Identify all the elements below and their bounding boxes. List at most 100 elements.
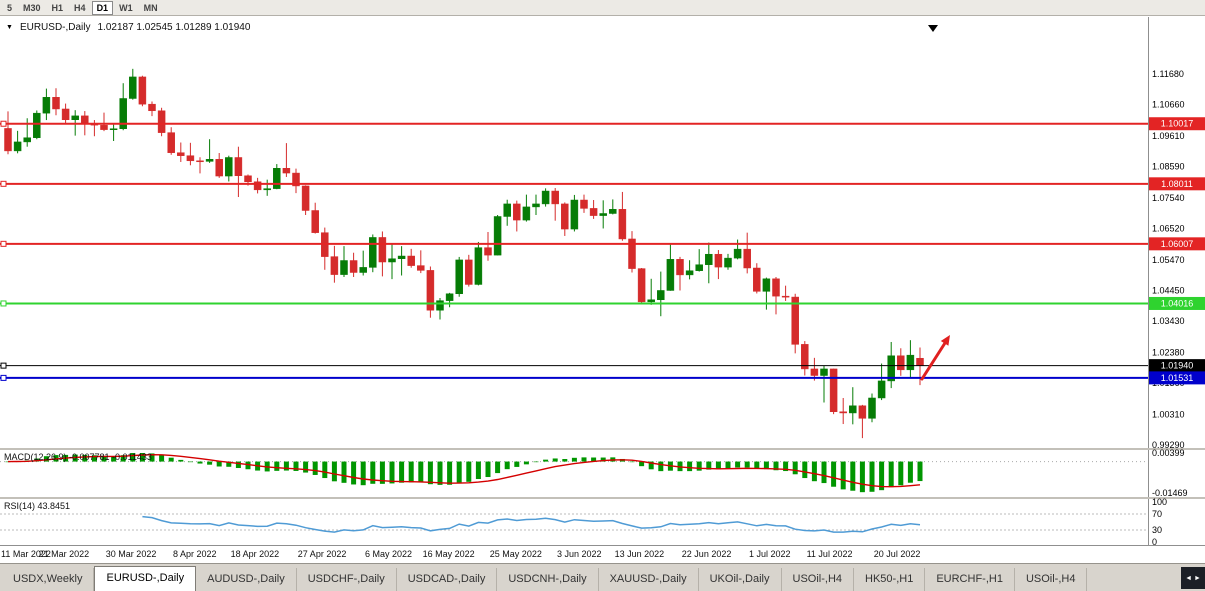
candle [522, 194, 531, 222]
candle [234, 146, 243, 198]
price-badge: 1.08011 [1149, 177, 1205, 191]
candle [887, 341, 895, 389]
timeframe-button-5[interactable]: 5 [7, 2, 13, 13]
time-axis-label: 22 Jun 2022 [681, 549, 732, 559]
timeframe-button-h1[interactable]: H1 [51, 2, 64, 13]
chart-tab-eurchf-h1[interactable]: EURCHF-,H1 [925, 568, 1015, 591]
tab-label: EURUSD-,Daily [106, 572, 185, 584]
chart-tab-usdx-weekly[interactable]: USDX,Weekly [2, 568, 95, 591]
timeframe-button-h4[interactable]: H4 [74, 2, 86, 13]
timeframe-button-mn[interactable]: MN [143, 2, 158, 13]
time-axis-label: 27 Apr 2022 [297, 549, 347, 559]
candle [599, 200, 607, 229]
chart-tab-xauusd-daily[interactable]: XAUUSD-,Daily [599, 568, 699, 591]
candle [148, 101, 156, 117]
candle [4, 111, 12, 155]
candle [23, 118, 31, 147]
candle [551, 188, 559, 221]
candle [186, 142, 195, 166]
ohlc-values: 1.02187 1.02545 1.01289 1.01940 [97, 22, 251, 33]
candle [167, 127, 175, 155]
chart-tab-usoil-h4[interactable]: USOil-,H4 [782, 568, 855, 591]
line-handle[interactable] [0, 374, 7, 381]
price-axis-label: 1.11680 [1152, 69, 1184, 79]
rsi-panel[interactable] [0, 513, 1148, 533]
time-axis-label: 13 Jun 2022 [614, 549, 665, 559]
rsi-axis-label: 30 [1152, 525, 1162, 535]
price-axis-label: 1.04450 [1152, 285, 1185, 295]
candle [532, 194, 540, 215]
panel-separator[interactable] [0, 497, 1205, 499]
chart-tab-usdchf-daily[interactable]: USDCHF-,Daily [297, 568, 397, 591]
candle [292, 168, 300, 194]
candle [109, 124, 118, 142]
price-chart-canvas[interactable]: 1.11680 1.10660 1.09610 1.08590 1.07540 1.065… [0, 17, 1205, 546]
tab-scroll-left-icon[interactable]: ◄ [1185, 574, 1192, 582]
line-handle[interactable] [0, 240, 7, 247]
chart-tab-eurusd-daily[interactable]: EURUSD-,Daily [94, 566, 197, 591]
tab-label: USDX,Weekly [13, 573, 83, 585]
line-handle[interactable] [0, 180, 7, 187]
candle [753, 263, 761, 294]
candle [90, 120, 99, 137]
chart-tab-usdcad-daily[interactable]: USDCAD-,Daily [397, 568, 498, 591]
candle [205, 139, 214, 163]
trend-arrow-shaft [920, 341, 947, 381]
candle [369, 234, 377, 273]
rsi-label: RSI(14) 43.8451 [4, 501, 71, 511]
candle [225, 155, 233, 182]
chart-tab-usdcnh-daily[interactable]: USDCNH-,Daily [497, 568, 599, 591]
time-axis-label: 11 Jul 2022 [806, 549, 853, 559]
candle [570, 194, 579, 232]
candle [810, 357, 819, 381]
timeframe-button-w1[interactable]: W1 [119, 2, 133, 13]
trend-arrow-annotation[interactable] [920, 335, 950, 381]
candle [426, 266, 435, 318]
candle [349, 252, 358, 277]
symbol-label: EURUSD-,Daily [19, 22, 91, 33]
symbol-dropdown-icon[interactable]: ▼ [6, 24, 13, 31]
candle [503, 199, 511, 226]
time-axis-label: 30 Mar 2022 [105, 549, 157, 559]
chart-tab-hk50-h1[interactable]: HK50-,H1 [854, 568, 926, 591]
tab-scroll-right-icon[interactable]: ► [1194, 574, 1201, 582]
chart-tab-ukoil-daily[interactable]: UKOil-,Daily [699, 568, 782, 591]
macd-label: MACD(12,26,9) -0.007781 -0.011433 [4, 452, 152, 462]
line-handle[interactable] [0, 300, 7, 307]
macd-panel[interactable] [0, 453, 1148, 493]
candle [849, 387, 857, 425]
candle [541, 188, 550, 207]
timeframe-button-d1[interactable]: D1 [91, 0, 114, 15]
timeframe-button-m30[interactable]: M30 [23, 2, 41, 13]
candle [445, 292, 454, 308]
line-handle[interactable] [0, 120, 7, 127]
line-handle[interactable] [0, 362, 7, 369]
price-badge-label: 1.04016 [1161, 298, 1194, 308]
candle [685, 260, 694, 280]
rsi-axis: 100 70 30 0 [1152, 497, 1167, 546]
time-axis-label: 6 May 2022 [365, 549, 413, 559]
panel-separator[interactable] [0, 448, 1205, 450]
candle [695, 249, 703, 272]
timeframe-toolbar: 5 M30 H1 H4 D1 W1 MN [0, 0, 1205, 16]
tab-label: UKOil-,Daily [709, 573, 770, 585]
candle [762, 277, 771, 310]
time-axis[interactable]: 11 Mar 2022 21 Mar 2022 30 Mar 2022 8 Apr 2… [0, 546, 1205, 563]
candle [436, 297, 444, 320]
chart-window[interactable]: 1.11680 1.10660 1.09610 1.08590 1.07540 1.065… [0, 17, 1205, 546]
time-axis-label: 16 May 2022 [422, 549, 475, 559]
price-axis-label: 1.07540 [1152, 193, 1185, 203]
chart-tab-audusd-daily[interactable]: AUDUSD-,Daily [196, 568, 297, 591]
chart-tab-usoil-h4[interactable]: USOil-,H4 [1015, 568, 1088, 591]
candle [33, 110, 41, 140]
tab-scroll-buttons[interactable]: ◄ ► [1181, 567, 1205, 589]
candle [829, 368, 838, 415]
candle [301, 185, 310, 215]
candle [877, 363, 886, 401]
candle [52, 88, 60, 116]
time-axis-label: 21 Mar 2022 [38, 549, 90, 559]
time-axis-label: 1 Jul 2022 [749, 549, 791, 559]
candle [858, 404, 867, 439]
candle [196, 157, 204, 174]
